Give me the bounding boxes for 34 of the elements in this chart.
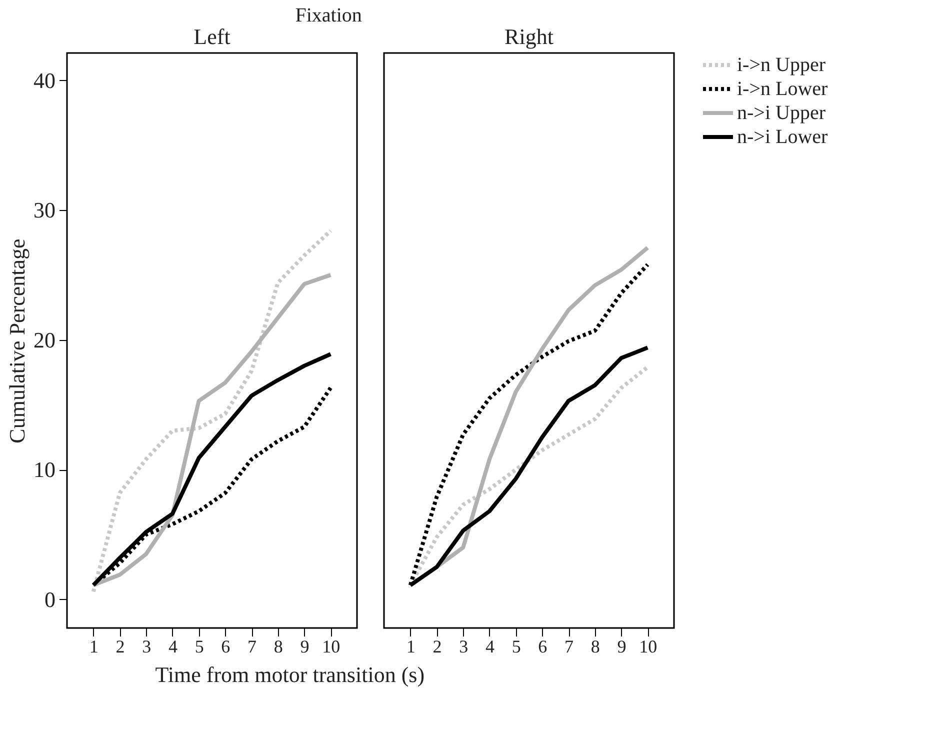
chart-title: Right	[504, 24, 554, 49]
x-tick-label: 7	[248, 636, 257, 656]
x-tick-label: 3	[142, 636, 152, 656]
x-tick-label: 6	[538, 636, 548, 656]
x-tick-label: 1	[406, 636, 416, 656]
x-tick-label: 10	[322, 636, 340, 656]
y-tick-label: 0	[44, 586, 56, 612]
x-tick-label: 6	[221, 636, 230, 656]
legend-label: i->n Upper	[737, 54, 826, 76]
legend-label: n->i Lower	[737, 126, 828, 148]
x-axis-title: Time from motor transition (s)	[155, 662, 425, 687]
x-tick-label: 7	[564, 636, 574, 656]
legend-label: i->n Lower	[737, 78, 828, 100]
y-tick-label: 10	[34, 457, 56, 482]
x-tick-label: 8	[274, 636, 283, 656]
x-tick-label: 9	[617, 636, 626, 656]
x-tick-label: 9	[300, 636, 310, 656]
chart-title: Left	[194, 24, 230, 49]
x-tick-label: 4	[168, 636, 178, 656]
y-tick-label: 20	[34, 327, 56, 352]
y-tick-label: 40	[34, 68, 56, 93]
x-tick-label: 4	[485, 636, 494, 656]
x-tick-label: 10	[639, 636, 658, 656]
x-tick-label: 2	[116, 636, 125, 656]
y-axis-title: Cumulative Percentage	[4, 238, 30, 444]
x-tick-label: 5	[512, 636, 521, 656]
x-tick-label: 3	[459, 636, 468, 656]
y-tick-label: 30	[34, 198, 56, 223]
x-tick-label: 8	[590, 636, 600, 656]
x-tick-label: 1	[89, 636, 98, 656]
x-tick-label: 2	[432, 636, 442, 656]
text: Fixation	[295, 4, 362, 26]
legend-label: n->i Upper	[737, 102, 826, 124]
x-tick-label: 5	[194, 636, 204, 656]
